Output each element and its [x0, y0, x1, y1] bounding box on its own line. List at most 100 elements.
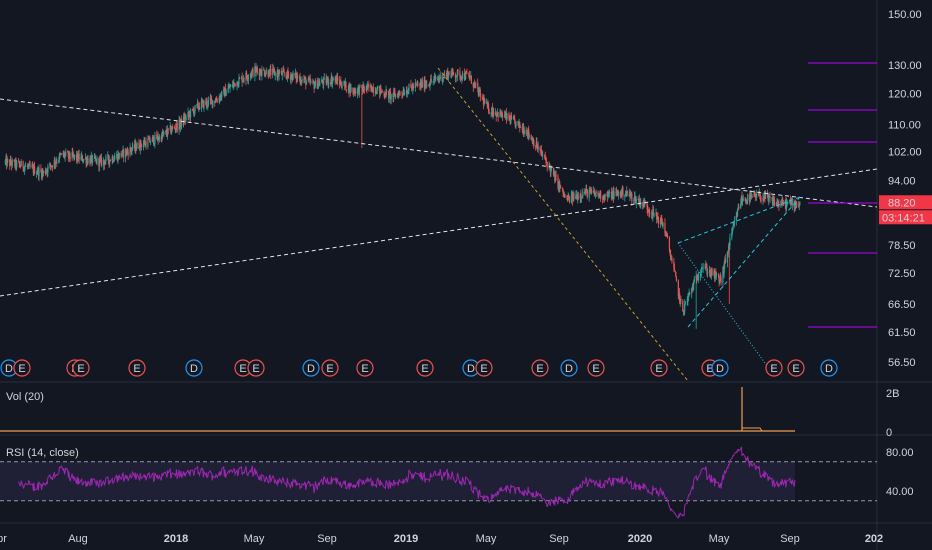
candle-body — [558, 181, 560, 188]
candle-body — [746, 200, 748, 201]
candle-body — [680, 298, 682, 302]
candle-body — [24, 166, 26, 168]
candle-body — [573, 193, 575, 200]
candle-body — [669, 249, 671, 255]
candle-body — [749, 194, 751, 203]
candle-body — [330, 82, 332, 85]
candle-body — [176, 123, 178, 131]
candle-body — [345, 81, 347, 91]
candle-body — [791, 200, 793, 206]
candle-body — [383, 92, 385, 96]
candle-body — [298, 77, 301, 79]
candle-body — [724, 259, 727, 263]
candle-body — [666, 234, 669, 238]
candle-body — [417, 84, 419, 85]
candle-body — [526, 134, 529, 137]
candle-body — [352, 87, 354, 93]
marker-label: E — [770, 363, 777, 375]
candle-body — [697, 277, 699, 281]
candle-body — [125, 149, 127, 158]
candle-body — [172, 127, 174, 129]
candle-body — [441, 74, 443, 82]
candle-body — [526, 129, 528, 135]
candle-body — [379, 85, 381, 94]
candle-body — [38, 168, 40, 177]
candle-body — [701, 267, 704, 269]
candle-body — [647, 208, 649, 212]
candle-body — [23, 166, 25, 171]
candle-body — [486, 102, 488, 104]
candle-body — [272, 68, 274, 76]
candle-body — [326, 80, 328, 84]
candle-body — [738, 207, 740, 209]
candle-body — [407, 93, 409, 94]
candle-body — [100, 157, 103, 166]
candle-body — [472, 83, 474, 87]
cyan-trendline-upper — [677, 196, 801, 244]
candle-body — [282, 70, 284, 72]
candle-body — [317, 82, 320, 85]
candle-body — [533, 139, 535, 147]
candle-body — [296, 75, 298, 80]
candle-body — [41, 171, 43, 178]
time-tick-label: May — [476, 533, 497, 545]
candle-body — [554, 175, 557, 182]
candle-body — [508, 119, 511, 120]
candle-body — [392, 94, 394, 98]
candle-body — [773, 199, 775, 201]
candle-body — [358, 86, 360, 95]
candle-body — [465, 72, 467, 74]
candle-body — [185, 116, 187, 120]
candle-body — [482, 97, 484, 99]
candle-body — [228, 86, 230, 89]
earnings-marker — [13, 359, 31, 377]
marker-label: E — [77, 363, 84, 375]
candle-body — [572, 193, 574, 201]
candle-body — [733, 225, 735, 227]
candle-body — [258, 71, 260, 76]
candle-body — [546, 162, 548, 168]
candle-body — [714, 271, 716, 280]
candle-body — [99, 158, 101, 160]
candle-body — [557, 176, 559, 189]
candle-body — [219, 95, 222, 100]
candle-body — [791, 201, 793, 206]
candle-body — [265, 70, 267, 74]
candle-body — [122, 149, 124, 151]
candle-body — [603, 195, 605, 199]
candle-body — [323, 77, 325, 79]
candle-body — [591, 190, 593, 193]
candle-body — [456, 76, 458, 78]
candle-body — [60, 153, 62, 155]
candle-body — [629, 193, 632, 196]
candle-body — [323, 77, 325, 85]
candle-body — [202, 100, 204, 102]
candle-body — [537, 148, 539, 150]
candle-body — [492, 111, 494, 116]
candle-body — [491, 107, 493, 116]
candle-body — [188, 113, 190, 116]
candle-body — [58, 154, 60, 161]
price-tick-label: 102.00 — [888, 146, 922, 158]
candle-body — [523, 133, 525, 134]
candle-body — [653, 213, 655, 215]
candle-body — [198, 106, 200, 108]
candle-body — [37, 168, 39, 177]
candle-body — [470, 75, 472, 78]
candle-body — [584, 192, 586, 194]
candle-body — [188, 112, 190, 116]
candle-body — [279, 71, 281, 73]
candle-body — [437, 79, 439, 81]
candle-body — [47, 166, 49, 173]
candle-body — [390, 94, 392, 100]
candle-body — [540, 149, 542, 151]
candle-body — [94, 156, 96, 160]
candle-body — [203, 101, 205, 109]
candle-body — [465, 72, 467, 80]
candle-body — [153, 143, 155, 145]
candle-body — [33, 166, 36, 174]
volume-tick-2b: 2B — [886, 388, 899, 400]
candle-body — [192, 109, 194, 111]
candle-body — [325, 77, 327, 84]
marker-label: E — [421, 363, 428, 375]
